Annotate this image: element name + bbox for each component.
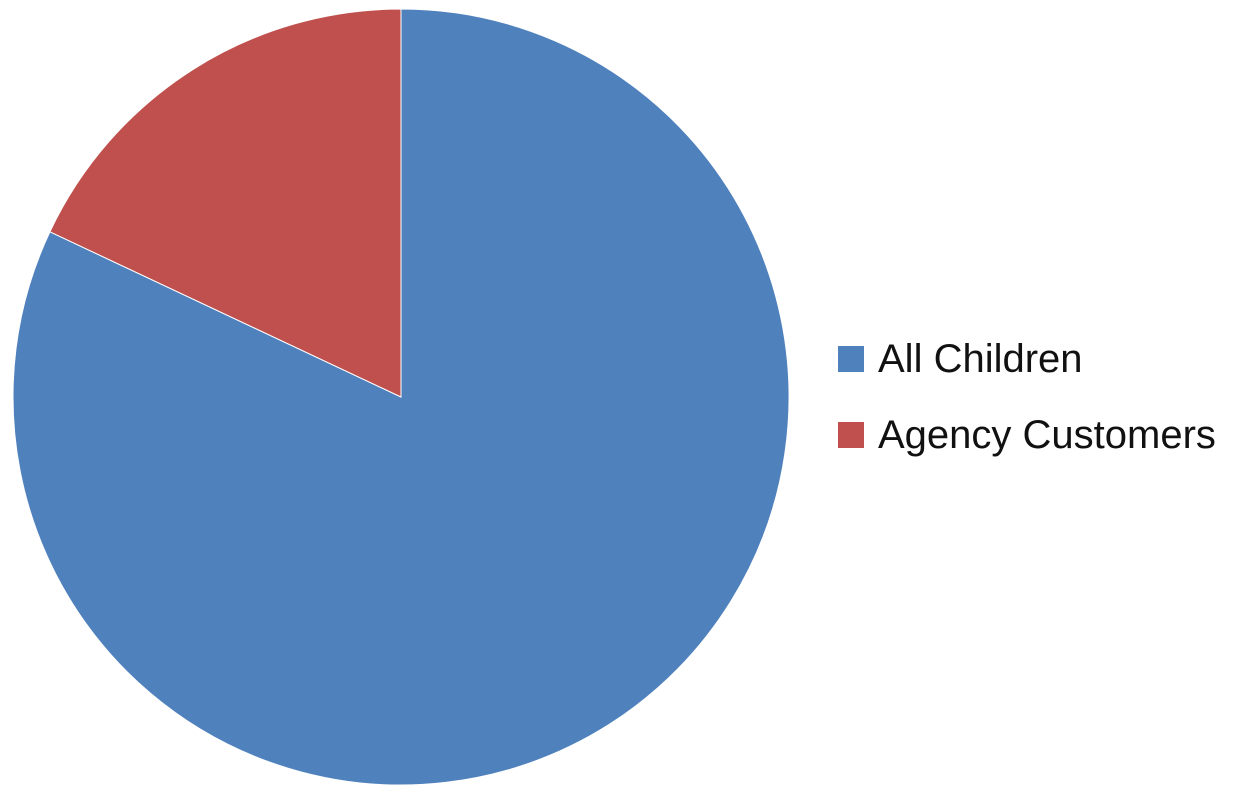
pie-slice-agency-customers	[49, 8, 402, 398]
legend-label-agency-customers: Agency Customers	[878, 413, 1216, 457]
legend-item-all-children: All Children	[838, 334, 1233, 384]
legend-item-agency-customers: Agency Customers	[838, 410, 1233, 460]
legend-label-all-children: All Children	[878, 337, 1083, 381]
legend: All Children Agency Customers	[838, 334, 1233, 486]
pie-chart-plot	[12, 8, 790, 785]
legend-swatch-agency-customers	[838, 422, 864, 448]
legend-swatch-all-children	[838, 346, 864, 372]
